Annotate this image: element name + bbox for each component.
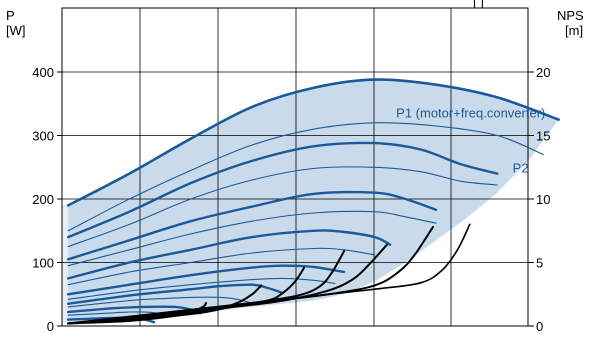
- right-tick-label-1: 5: [536, 256, 543, 271]
- left-axis-unit: [W]: [6, 23, 26, 38]
- power-curve-8: [66, 283, 284, 305]
- series-curves: [66, 78, 560, 232]
- power-curve-6: [66, 264, 346, 296]
- npsh-curve-3: [67, 250, 346, 325]
- right-tick-label-2: 10: [536, 192, 550, 207]
- left-tick-label-1: 100: [32, 256, 54, 271]
- npsh-curves: [67, 223, 471, 325]
- power-curve-2: [66, 190, 438, 261]
- right-tick-label-3: 15: [536, 129, 550, 144]
- power-curve-1: [67, 166, 498, 248]
- plot-frame: [61, 7, 529, 327]
- npsh-curve-6: [67, 223, 471, 325]
- right-tick-label-4: 20: [536, 65, 550, 80]
- left-tick-label-3: 300: [32, 129, 54, 144]
- left-tick-label-0: 0: [47, 319, 54, 334]
- npsh-curve-4: [67, 243, 388, 325]
- series-curve-0: [66, 78, 560, 207]
- left-axis-label: P: [6, 8, 15, 23]
- right-tick-label-0: 0: [536, 319, 543, 334]
- power-curve-0: [66, 141, 499, 239]
- series-label-p1: P1 (motor+freq.converter): [396, 106, 545, 121]
- power-band-light: [62, 205, 69, 323]
- right-axis-label: NPS: [557, 8, 584, 23]
- right-axis-ticks: 0 5 10 15 20: [528, 65, 550, 334]
- left-tick-label-4: 400: [32, 65, 54, 80]
- power-curve-5: [67, 247, 376, 286]
- left-tick-label-2: 200: [32, 192, 54, 207]
- power-curve-4: [66, 229, 392, 280]
- right-axis-unit: [m]: [565, 23, 583, 38]
- power-curve-3: [67, 210, 437, 267]
- series-label-p2: P2: [513, 160, 529, 175]
- power-curve-9: [67, 296, 253, 308]
- top-right-text: [ ]: [473, 0, 484, 9]
- power-curve-7: [67, 277, 336, 300]
- left-axis-ticks: 0 100 200 300 400: [32, 65, 62, 334]
- series-curve-1: [67, 122, 544, 232]
